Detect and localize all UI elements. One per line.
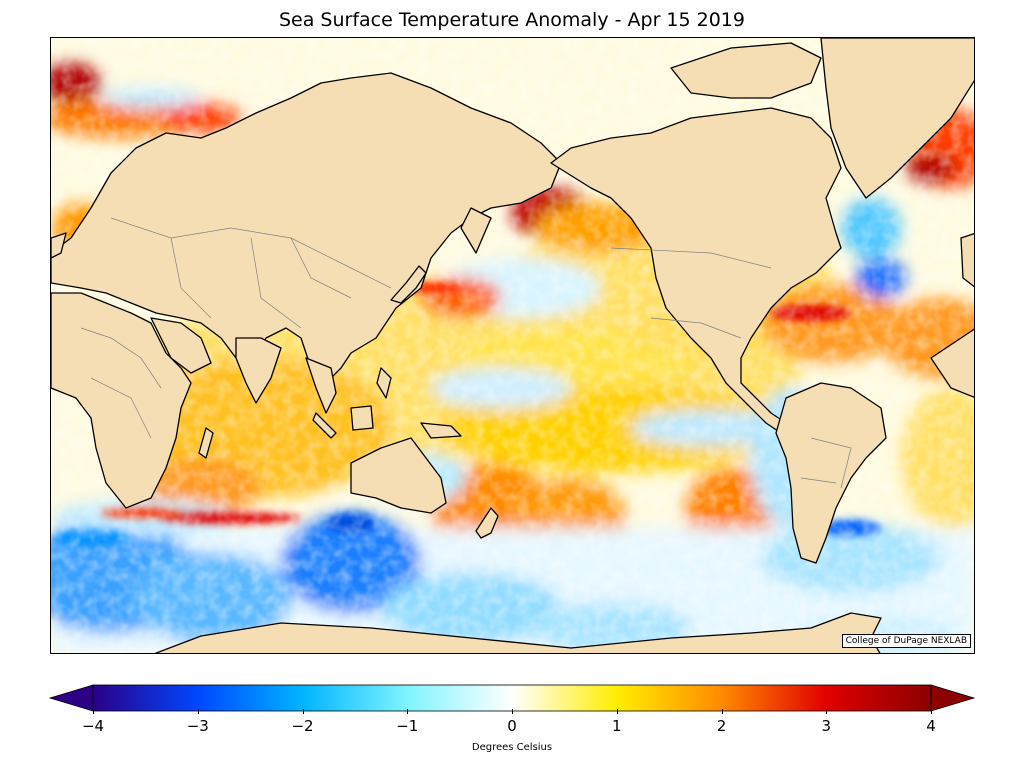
east-atlantic-land [930, 328, 974, 398]
europe-right-edge [960, 232, 974, 288]
map-title: Sea Surface Temperature Anomaly - Apr 15… [278, 9, 745, 31]
colorbar-tickmark [616, 709, 618, 714]
colorbar-tickmark [93, 709, 94, 714]
new-guinea [420, 422, 462, 439]
kamchatka [460, 207, 492, 254]
map-canvas [51, 38, 974, 653]
arctic-islands [670, 42, 822, 99]
sst-anomaly-map: College of DuPage NEXLAB [50, 37, 975, 654]
madagascar [198, 427, 214, 459]
colorbar-tick-label: −2 [291, 717, 314, 735]
colorbar-tick-label: −1 [396, 717, 419, 735]
colorbar [48, 684, 976, 712]
iberia-edge [51, 232, 67, 259]
australia [350, 437, 447, 514]
south-america [775, 382, 887, 564]
colorbar-over-arrow [930, 684, 976, 712]
colorbar-label: Degrees Celsius [471, 742, 553, 753]
africa [51, 292, 192, 509]
colorbar-gradient [92, 684, 932, 712]
new-zealand [475, 507, 499, 539]
greenland [820, 38, 974, 199]
japan [390, 265, 427, 304]
colorbar-under-arrow [48, 684, 94, 712]
colorbar-tickmark [826, 709, 828, 714]
eurasia [51, 72, 562, 384]
colorbar-tickmark [512, 709, 513, 714]
land-masses [51, 38, 974, 653]
borneo [350, 405, 374, 431]
colorbar-tick-label: 3 [821, 717, 832, 735]
indochina [305, 357, 337, 414]
colorbar-tick-label: −4 [81, 717, 105, 735]
india [235, 337, 282, 404]
colorbar-tick-label: −3 [186, 717, 209, 735]
country-borders [80, 217, 852, 489]
colorbar-tickmark [302, 709, 304, 714]
colorbar-tick-label: 0 [507, 717, 517, 735]
sumatra [312, 412, 337, 439]
colorbar-tickmark [931, 709, 932, 714]
colorbar-tickmark [197, 709, 199, 714]
colorbar-tickmark [721, 709, 723, 714]
colorbar-tick-label: 1 [611, 717, 622, 735]
colorbar-tickmark [407, 709, 409, 714]
philippines [376, 367, 392, 399]
colorbar-tick-label: 2 [716, 717, 727, 735]
north-america [550, 107, 842, 434]
colorbar-tick-label: 4 [926, 717, 936, 735]
credit-label: College of DuPage NEXLAB [841, 634, 971, 648]
